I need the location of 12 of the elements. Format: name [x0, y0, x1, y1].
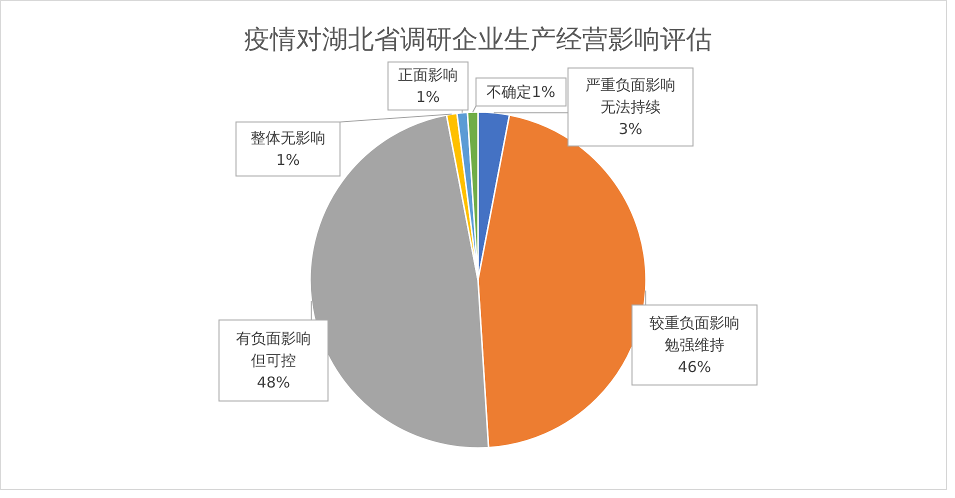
slice-label: 严重负面影响无法持续 — [586, 76, 676, 116]
slice-label: 整体无影响 — [250, 129, 326, 147]
slice-label: 不确定1% — [486, 83, 556, 101]
data-label: 46% — [678, 358, 712, 376]
slice-label: 正面影响 — [398, 66, 458, 84]
slice-label: 有负面影响但可控 — [236, 330, 311, 370]
chart-title: 疫情对湖北省调研企业生产经营影响评估 — [244, 25, 712, 55]
data-label: 3% — [618, 120, 642, 138]
data-label: 48% — [256, 374, 290, 392]
data-label: 1% — [276, 151, 300, 169]
data-label: 1% — [416, 88, 440, 106]
slice-label: 较重负面影响勉强维持 — [650, 314, 740, 354]
